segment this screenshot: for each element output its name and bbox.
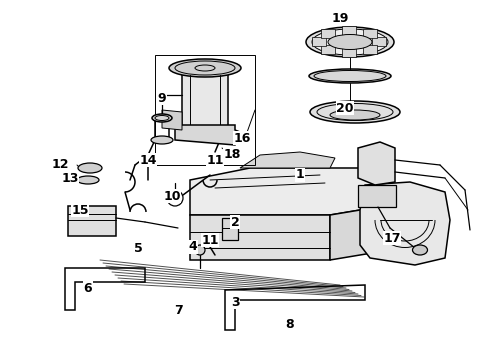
Bar [342, 26, 356, 35]
Ellipse shape [413, 245, 427, 255]
Text: 17: 17 [383, 231, 401, 244]
Polygon shape [358, 142, 395, 185]
Text: 19: 19 [331, 12, 349, 24]
Polygon shape [190, 168, 390, 215]
Bar [363, 29, 377, 38]
Ellipse shape [151, 136, 173, 144]
Bar [312, 37, 326, 46]
Polygon shape [330, 205, 390, 260]
Bar [321, 45, 335, 54]
Ellipse shape [77, 176, 99, 184]
Text: 11: 11 [206, 153, 224, 166]
Bar [222, 218, 238, 240]
Text: 14: 14 [139, 153, 157, 166]
Bar [155, 55, 255, 165]
Bar [363, 45, 377, 54]
Bar [372, 37, 386, 46]
Bar [358, 185, 396, 207]
Ellipse shape [195, 245, 205, 255]
Text: 20: 20 [336, 102, 354, 114]
Polygon shape [360, 182, 450, 265]
Bar [68, 206, 116, 236]
Polygon shape [175, 125, 240, 145]
Text: 13: 13 [61, 171, 79, 184]
Text: 5: 5 [134, 242, 143, 255]
Text: 7: 7 [173, 303, 182, 316]
Text: 4: 4 [189, 240, 197, 253]
Ellipse shape [169, 59, 241, 77]
Bar [342, 48, 356, 57]
Text: 2: 2 [231, 216, 240, 229]
Polygon shape [240, 152, 335, 168]
Ellipse shape [152, 114, 172, 122]
Text: 10: 10 [163, 189, 181, 202]
Ellipse shape [306, 27, 394, 57]
Text: 8: 8 [286, 319, 294, 332]
Text: 16: 16 [233, 131, 251, 144]
Ellipse shape [312, 29, 388, 55]
Ellipse shape [309, 69, 391, 83]
Ellipse shape [328, 35, 372, 49]
Text: 11: 11 [201, 234, 219, 247]
Ellipse shape [330, 110, 380, 120]
Text: 12: 12 [51, 158, 69, 171]
Text: 1: 1 [295, 168, 304, 181]
Ellipse shape [310, 101, 400, 123]
Polygon shape [190, 215, 330, 260]
Text: 18: 18 [223, 148, 241, 162]
Text: 6: 6 [84, 282, 92, 294]
Polygon shape [162, 110, 182, 130]
Text: 3: 3 [231, 296, 239, 309]
Ellipse shape [78, 163, 102, 173]
Bar [321, 29, 335, 38]
Text: 9: 9 [158, 91, 166, 104]
Polygon shape [182, 68, 228, 130]
Text: 15: 15 [71, 203, 89, 216]
